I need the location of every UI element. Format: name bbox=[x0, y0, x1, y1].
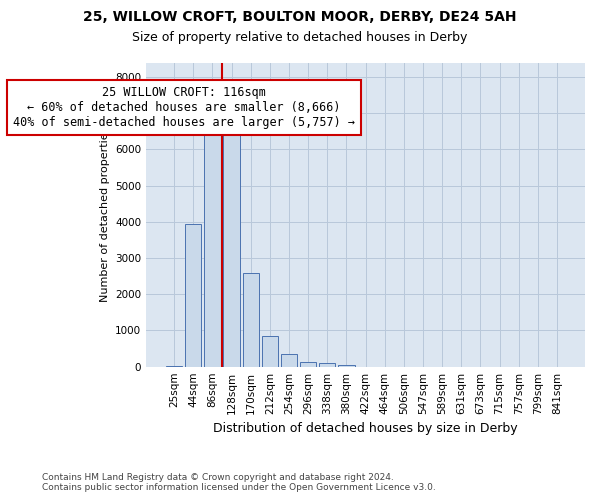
Text: 25 WILLOW CROFT: 116sqm
← 60% of detached houses are smaller (8,666)
40% of semi: 25 WILLOW CROFT: 116sqm ← 60% of detache… bbox=[13, 86, 355, 129]
Bar bbox=[338, 364, 355, 366]
Bar bbox=[223, 130, 240, 366]
Bar bbox=[185, 224, 202, 366]
Bar bbox=[262, 336, 278, 366]
Text: Contains HM Land Registry data © Crown copyright and database right 2024.
Contai: Contains HM Land Registry data © Crown c… bbox=[42, 473, 436, 492]
Bar bbox=[281, 354, 297, 366]
X-axis label: Distribution of detached houses by size in Derby: Distribution of detached houses by size … bbox=[213, 422, 518, 435]
Y-axis label: Number of detached properties: Number of detached properties bbox=[100, 127, 110, 302]
Bar bbox=[300, 362, 316, 366]
Text: Size of property relative to detached houses in Derby: Size of property relative to detached ho… bbox=[133, 31, 467, 44]
Text: 25, WILLOW CROFT, BOULTON MOOR, DERBY, DE24 5AH: 25, WILLOW CROFT, BOULTON MOOR, DERBY, D… bbox=[83, 10, 517, 24]
Bar bbox=[205, 128, 221, 366]
Bar bbox=[242, 272, 259, 366]
Bar bbox=[319, 363, 335, 366]
